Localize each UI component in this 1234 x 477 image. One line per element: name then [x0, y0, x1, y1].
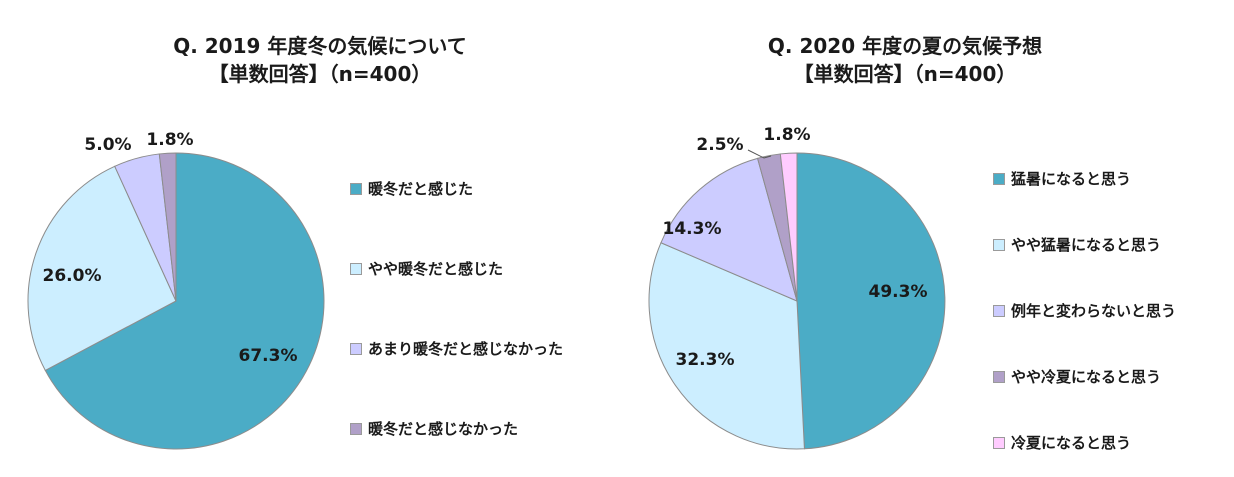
pie-slice: [796, 152, 946, 450]
legend-swatch: [993, 238, 1005, 251]
legend-label: やや冷夏になると思う: [1011, 368, 1162, 386]
chart-title-right: Q. 2020 年度の夏の気候予想 【単数回答】（n=400）: [685, 32, 1125, 88]
legend-swatch: [993, 172, 1005, 185]
legend-swatch: [993, 436, 1005, 449]
legend-swatch: [350, 262, 362, 275]
chart-title-left: Q. 2019 年度冬の気候について 【単数回答】（n=400）: [100, 32, 540, 88]
legend-item: 例年と変わらないと思う: [993, 300, 1176, 321]
leader-line: [747, 149, 772, 159]
pie-slice: [648, 242, 805, 450]
data-label: 1.8%: [763, 125, 810, 145]
legend-item: やや猛暑になると思う: [993, 234, 1161, 255]
legend-label: あまり暖冬だと感じなかった: [368, 340, 564, 358]
legend-swatch: [993, 370, 1005, 383]
legend-label: 猛暑になると思う: [1011, 170, 1132, 188]
data-label: 2.5%: [696, 135, 743, 155]
chart-title: Q. 2020 年度の夏の気候予想: [767, 34, 1043, 58]
legend-item: 暖冬だと感じなかった: [350, 418, 518, 439]
data-label: 67.3%: [239, 346, 298, 366]
legend-item: やや冷夏になると思う: [993, 366, 1161, 387]
legend-swatch: [350, 342, 362, 355]
legend-item: あまり暖冬だと感じなかった: [350, 338, 563, 359]
data-label: 14.3%: [663, 219, 722, 239]
legend-item: やや暖冬だと感じた: [350, 258, 503, 279]
legend-swatch: [350, 422, 362, 435]
chart-title: Q. 2019 年度冬の気候について: [173, 34, 467, 58]
pie-0: 67.3% 26.0% 5.0% 1.8%: [27, 130, 325, 450]
data-label: 1.8%: [146, 130, 193, 150]
data-label: 5.0%: [84, 135, 131, 155]
chart-subtitle: 【単数回答】（n=400）: [793, 62, 1017, 86]
pie-1: 49.3% 32.3% 14.3% 2.5% 1.8%: [648, 125, 946, 450]
legend-item: 冷夏になると思う: [993, 432, 1131, 453]
pie-slice: [779, 152, 798, 302]
legend-item: 猛暑になると思う: [993, 168, 1131, 189]
legend-swatch: [350, 182, 362, 195]
legend-label: やや暖冬だと感じた: [368, 260, 504, 278]
pie-slice: [158, 152, 177, 302]
chart-subtitle: 【単数回答】（n=400）: [208, 62, 432, 86]
legend-swatch: [993, 304, 1005, 317]
legend-label: 暖冬だと感じなかった: [368, 420, 519, 438]
pie-slice: [27, 165, 177, 372]
data-label: 26.0%: [43, 266, 102, 286]
legend-label: やや猛暑になると思う: [1011, 236, 1162, 254]
legend-label: 冷夏になると思う: [1011, 434, 1132, 452]
data-label: 32.3%: [676, 350, 735, 370]
pie-slice: [44, 152, 325, 450]
legend-label: 暖冬だと感じた: [368, 180, 474, 198]
data-label: 49.3%: [869, 282, 928, 302]
legend-item: 暖冬だと感じた: [350, 178, 473, 199]
pie-slice: [660, 157, 798, 302]
legend-label: 例年と変わらないと思う: [1011, 302, 1177, 320]
